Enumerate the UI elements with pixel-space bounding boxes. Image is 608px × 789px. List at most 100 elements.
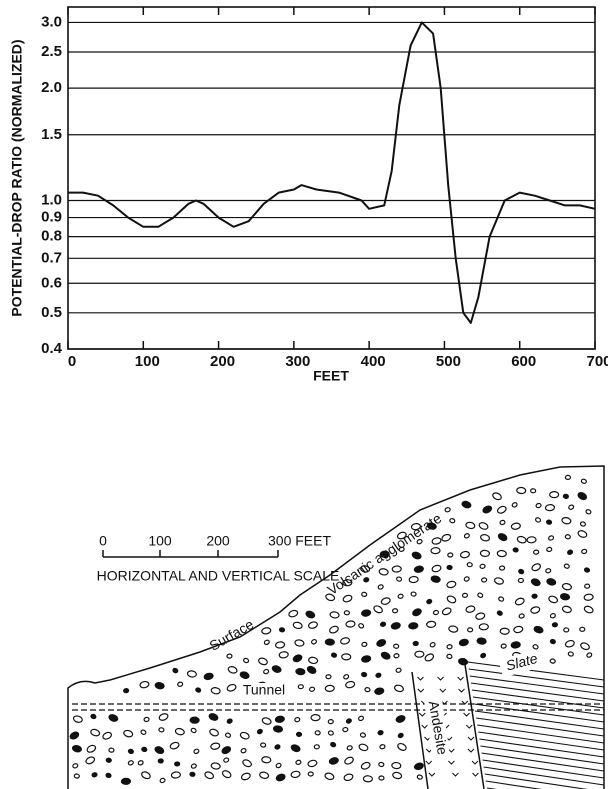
x-tick-label: 100 bbox=[135, 353, 160, 370]
pebble bbox=[361, 609, 372, 617]
x-tick-label: 200 bbox=[210, 353, 235, 370]
pebble bbox=[190, 727, 197, 734]
pebble bbox=[105, 757, 112, 763]
pebble bbox=[549, 613, 556, 619]
pebble bbox=[424, 653, 435, 662]
pebble bbox=[72, 715, 83, 723]
pebble bbox=[342, 726, 349, 733]
andesite-mark bbox=[467, 736, 475, 741]
pebble bbox=[378, 761, 385, 768]
pebble bbox=[510, 641, 521, 649]
pebble bbox=[308, 686, 316, 692]
pebble bbox=[260, 742, 267, 748]
pebble bbox=[583, 605, 594, 614]
pebble bbox=[480, 652, 487, 659]
surface-line bbox=[67, 465, 605, 789]
pebble bbox=[242, 759, 252, 768]
pebble bbox=[329, 625, 339, 634]
pebble bbox=[535, 502, 542, 509]
scale-label: 300 FEET bbox=[268, 533, 331, 549]
chart: POTENTIAL-DROP RATIO (NORMALIZED) FEET 0… bbox=[9, 6, 608, 384]
pebble bbox=[391, 608, 399, 614]
pebble bbox=[410, 523, 421, 531]
pebble bbox=[446, 580, 457, 589]
pebble bbox=[174, 727, 185, 736]
pebble bbox=[391, 761, 402, 770]
andesite-mark bbox=[447, 748, 455, 753]
pebble bbox=[446, 653, 453, 660]
pebble bbox=[396, 576, 403, 582]
pebble bbox=[294, 639, 305, 647]
y-tick-label: 0.4 bbox=[41, 340, 63, 357]
pebble bbox=[346, 745, 353, 751]
contact-line bbox=[463, 657, 485, 789]
pebble bbox=[516, 535, 527, 544]
pebble bbox=[189, 716, 200, 724]
pebble bbox=[392, 771, 403, 780]
scale-caption: HORIZONTAL AND VERTICAL SCALE bbox=[97, 568, 340, 584]
pebble bbox=[564, 534, 571, 540]
pebble bbox=[261, 717, 272, 725]
pebble bbox=[568, 504, 575, 510]
pebble bbox=[533, 549, 540, 555]
pebble bbox=[380, 651, 391, 660]
x-tick-label: 400 bbox=[361, 353, 386, 370]
pebble bbox=[221, 746, 232, 755]
pebble bbox=[478, 623, 489, 631]
pebble bbox=[514, 597, 525, 606]
x-axis-label: FEET bbox=[313, 368, 349, 384]
pebble bbox=[548, 595, 559, 604]
andesite-mark bbox=[418, 712, 426, 717]
slate-hatch bbox=[468, 668, 605, 688]
pebble bbox=[305, 610, 316, 619]
pebble bbox=[342, 594, 353, 603]
pebble bbox=[361, 655, 372, 663]
pebble bbox=[511, 502, 518, 508]
pebble bbox=[204, 771, 215, 780]
pebble bbox=[377, 730, 384, 736]
pebble bbox=[549, 638, 556, 645]
pebble bbox=[169, 741, 180, 750]
pebble bbox=[85, 756, 96, 765]
pebble bbox=[208, 713, 219, 721]
pebble bbox=[275, 762, 282, 769]
scale-label: 100 bbox=[148, 533, 172, 549]
pebble bbox=[256, 728, 263, 735]
pebble bbox=[330, 741, 337, 748]
pebble bbox=[480, 534, 491, 542]
pebble bbox=[73, 773, 80, 779]
pebble bbox=[272, 725, 284, 733]
pebble bbox=[461, 592, 469, 598]
y-tick-label: 0.7 bbox=[41, 249, 62, 266]
pebble bbox=[362, 775, 373, 783]
pebble bbox=[324, 684, 335, 692]
andesite-mark bbox=[421, 724, 428, 729]
pebble bbox=[416, 774, 423, 780]
pebble bbox=[391, 565, 402, 573]
pebble bbox=[275, 773, 286, 782]
pebble bbox=[141, 771, 151, 780]
pebble bbox=[390, 622, 401, 630]
pebble bbox=[444, 507, 451, 513]
pebble bbox=[343, 674, 350, 680]
pebble bbox=[72, 763, 79, 769]
pebble bbox=[545, 519, 553, 525]
pebble bbox=[496, 549, 507, 558]
pebble bbox=[290, 770, 301, 779]
contact-line bbox=[411, 671, 429, 789]
pebble bbox=[295, 731, 303, 737]
pebble bbox=[223, 757, 230, 763]
pebble bbox=[561, 517, 572, 525]
pebble bbox=[69, 731, 80, 740]
pebble bbox=[426, 522, 437, 530]
pebble bbox=[518, 613, 525, 619]
pebble bbox=[559, 593, 571, 601]
pebble bbox=[465, 605, 476, 613]
pebble bbox=[141, 746, 148, 753]
pebble bbox=[140, 729, 147, 735]
pebble bbox=[174, 761, 181, 767]
pebble bbox=[408, 575, 419, 584]
x-tick-label: 0 bbox=[68, 353, 76, 370]
pebble bbox=[458, 638, 469, 647]
andesite-mark bbox=[465, 724, 473, 729]
